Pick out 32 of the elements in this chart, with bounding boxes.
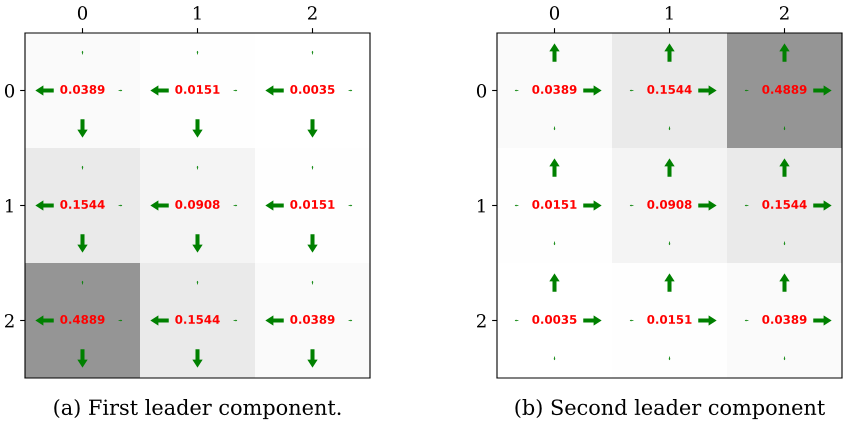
- data-label: 0.0151: [647, 314, 692, 324]
- data-label: 0.0389: [532, 84, 577, 94]
- y-tick-label: 2: [5, 314, 14, 328]
- data-label: 0.4889: [60, 314, 105, 324]
- data-label: 0.0389: [60, 84, 105, 94]
- data-label: 0.0908: [175, 200, 220, 209]
- data-label: 0.0151: [290, 200, 334, 209]
- data-label: 0.1544: [762, 200, 807, 209]
- data-label: 0.1544: [60, 200, 105, 209]
- text: (a) First leader component.: [54, 398, 340, 420]
- text: (b) Second leader component: [515, 398, 826, 420]
- data-label: 0.0389: [762, 314, 807, 324]
- y-tick-label: 0: [4, 84, 14, 98]
- data-label: 0.0151: [175, 84, 220, 94]
- x-tick-label: 2: [308, 6, 316, 20]
- x-tick-label: 2: [780, 6, 788, 20]
- y-tick-label: 1: [478, 198, 485, 212]
- y-tick-label: 2: [477, 314, 486, 328]
- x-tick-label: 0: [78, 6, 88, 20]
- data-label: 0.0389: [290, 314, 335, 324]
- data-label: 0.0151: [532, 200, 576, 209]
- data-label: 0.0035: [532, 314, 576, 324]
- x-tick-label: 0: [550, 6, 560, 20]
- x-tick-label: 1: [666, 6, 673, 20]
- data-label: 0.0035: [290, 84, 334, 94]
- data-label: 0.1544: [175, 314, 220, 324]
- data-label: 0.0908: [647, 200, 692, 209]
- x-tick-label: 1: [194, 6, 201, 20]
- data-label: 0.4889: [762, 84, 807, 94]
- y-tick-label: 0: [476, 84, 486, 98]
- y-tick-label: 1: [6, 198, 13, 212]
- data-label: 0.1544: [647, 84, 692, 94]
